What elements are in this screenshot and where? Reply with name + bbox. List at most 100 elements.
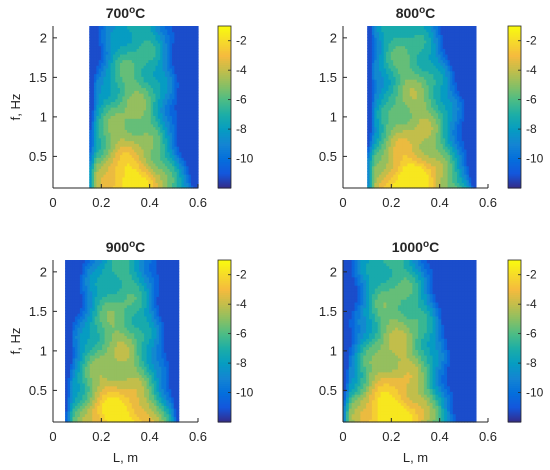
heatmap-cell [447,148,451,153]
heatmap-cell [454,151,458,156]
heatmap-cell [193,123,197,128]
heatmap-cell [103,48,107,52]
heatmap-cell [371,162,375,167]
heatmap-cell [105,93,109,97]
heatmap-cell [134,98,138,103]
heatmap-cell [150,93,154,97]
heatmap-cell [93,112,97,116]
heatmap-cell [141,39,145,44]
heatmap-cell [452,179,456,184]
heatmap-cell [164,81,168,86]
heatmap-cell [150,87,154,91]
heatmap-cell [141,162,145,167]
heatmap-cell [127,37,131,41]
heatmap-cell [122,162,126,167]
heatmap-cell [103,154,107,158]
heatmap-cell [96,140,100,144]
heatmap-cell [162,174,166,178]
heatmap-cell [131,95,135,100]
heatmap-cell [164,126,168,130]
heatmap-cell [138,104,142,108]
heatmap-cell [416,162,420,167]
heatmap-cell [386,185,390,189]
heatmap-cell [471,134,475,139]
heatmap-cell [110,148,114,153]
heatmap-cell [186,160,190,164]
heatmap-cell [138,115,142,119]
heatmap-cell [461,160,465,164]
heatmap-cell [176,123,180,128]
heatmap-cell [404,140,408,144]
heatmap-cell [169,42,173,47]
heatmap-cell [176,148,180,153]
heatmap-cell [164,26,168,30]
heatmap-cell [390,168,394,172]
heatmap-cell [171,53,175,58]
heatmap-cell [188,179,192,184]
heatmap-cell [136,56,140,61]
heatmap-cell [153,182,157,186]
heatmap-cell [160,176,164,181]
heatmap-cell [103,90,107,94]
heatmap-cell [157,37,161,41]
heatmap-cell [190,185,194,189]
heatmap-cell [89,28,93,33]
heatmap-cell [457,179,460,184]
heatmap-cell [412,140,416,144]
heatmap-cell [150,34,154,38]
heatmap-cell [193,176,197,181]
heatmap-cell [150,129,154,133]
heatmap-cell [110,146,114,150]
heatmap-cell [186,165,190,170]
heatmap-cell [131,148,135,153]
heatmap-cell [193,76,197,80]
heatmap-cell [115,171,119,175]
heatmap-cell [395,148,399,153]
heatmap-cell [155,56,159,61]
heatmap-cell [409,151,413,156]
heatmap-cell [134,148,138,153]
heatmap-cell [193,154,197,158]
heatmap-cell [138,109,142,114]
heatmap-cell [179,73,183,77]
heatmap-cell [101,140,105,144]
heatmap-cell [367,140,371,144]
heatmap-cell [105,28,109,33]
heatmap-cell [433,134,437,139]
heatmap-cell [447,160,451,164]
heatmap-cell [164,101,168,105]
heatmap-cell [442,165,446,170]
heatmap-cell [183,174,187,178]
colorbar-segment [218,145,231,149]
heatmap-cell [131,140,135,144]
heatmap-cell [119,62,123,66]
heatmap-cell [473,151,477,156]
heatmap-cell [393,160,397,164]
colorbar-segment [218,90,231,94]
heatmap-cell [442,140,446,144]
heatmap-cell [171,31,175,35]
heatmap-cell [171,104,175,108]
heatmap-cell [157,76,161,80]
heatmap-cell [141,84,145,89]
heatmap-cell [145,37,149,41]
heatmap-cell [117,185,121,189]
heatmap-cell [179,70,183,75]
heatmap-cell [435,176,439,181]
heatmap-cell [143,123,147,128]
heatmap-cell [145,140,149,144]
heatmap-cell [108,154,112,158]
heatmap-cell [112,53,116,58]
heatmap-cell [112,165,116,170]
heatmap-cell [183,90,187,94]
heatmap-cell [91,160,95,164]
heatmap-cell [183,34,187,38]
heatmap-cell [148,45,152,49]
heatmap-cell [134,123,138,128]
heatmap-cell [400,143,404,147]
heatmap-cell [91,123,95,128]
heatmap-cell [402,171,406,175]
heatmap-cell [423,154,427,158]
heatmap-cell [115,67,119,72]
heatmap-cell [91,112,95,116]
